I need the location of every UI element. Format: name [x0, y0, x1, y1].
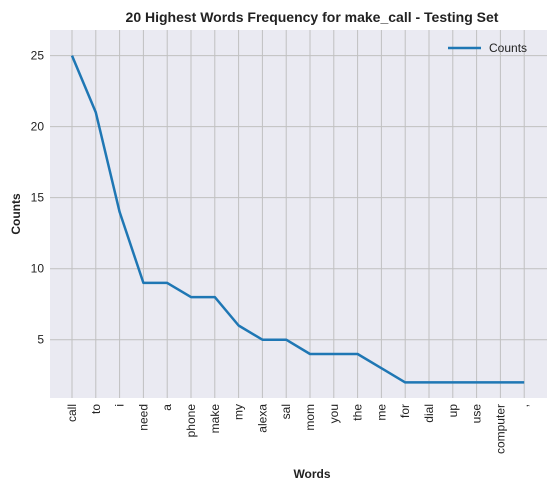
x-tick-label: you: [327, 404, 341, 423]
x-tick-label: make: [208, 404, 222, 434]
x-tick-label: up: [446, 404, 460, 418]
y-axis-ticks: 5 10 15 20 25: [31, 49, 45, 347]
x-tick-label: a: [160, 404, 174, 411]
data-points: [71, 55, 525, 383]
x-tick-label: mom: [303, 404, 317, 431]
chart-title: 20 Highest Words Frequency for make_call…: [126, 9, 499, 25]
legend: Counts: [448, 41, 527, 55]
y-tick-label: 25: [31, 49, 45, 63]
x-tick-label: i: [113, 404, 127, 407]
x-tick-label: computer: [493, 404, 507, 454]
x-tick-label: me: [374, 404, 388, 421]
x-tick-label: need: [136, 404, 150, 431]
plot-area: [50, 30, 547, 398]
x-tick-label: alexa: [255, 404, 269, 433]
x-tick-label: ,: [517, 404, 531, 407]
x-tick-label: sal: [279, 404, 293, 419]
x-tick-label: my: [232, 404, 246, 420]
y-axis-label: Counts: [9, 193, 23, 235]
legend-label: Counts: [489, 41, 527, 55]
x-axis-ticks: call to i need a phone make my alexa sal mom you the…: [65, 404, 531, 454]
x-tick-label: call: [65, 404, 79, 422]
y-tick-label: 20: [31, 120, 45, 134]
x-tick-label: the: [351, 404, 365, 421]
x-tick-label: for: [398, 404, 412, 418]
x-tick-label: phone: [184, 404, 198, 438]
y-tick-label: 15: [31, 191, 45, 205]
y-tick-label: 10: [31, 262, 45, 276]
series-line-counts: [70, 55, 525, 384]
y-tick-label: 5: [37, 333, 44, 347]
grid: [50, 30, 547, 398]
x-tick-label: use: [470, 404, 484, 424]
x-axis-label: Words: [293, 467, 330, 481]
x-tick-label: to: [89, 404, 103, 414]
x-tick-label: dial: [422, 404, 436, 423]
